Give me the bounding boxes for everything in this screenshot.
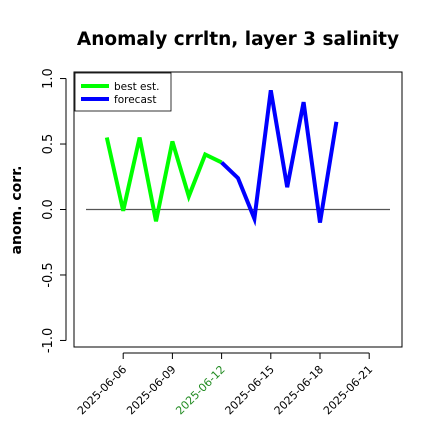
x-tick-label: 2025-06-21	[321, 363, 375, 417]
plot-frame	[73, 71, 403, 348]
series-layer	[104, 89, 339, 227]
y-axis: -1.0 -0.5 0.0 0.5 1.0	[41, 68, 67, 353]
y-tick-label: 0.0	[41, 199, 56, 220]
x-tick-label: 2025-06-12	[173, 363, 227, 417]
x-tick-label: 2025-06-18	[272, 363, 326, 417]
legend-box	[74, 72, 172, 112]
y-tick-label: 1.0	[41, 68, 56, 89]
legend-label: best est.	[114, 81, 159, 93]
x-tick-label: 2025-06-06	[75, 363, 129, 417]
x-tick-label: 2025-06-15	[223, 363, 277, 417]
legend-label: forecast	[114, 94, 156, 106]
y-tick-label: -1.0	[41, 328, 56, 353]
y-axis-label: anom. corr.	[9, 166, 25, 255]
y-tick-label: 0.5	[41, 134, 56, 155]
y-tick-label: -0.5	[41, 262, 56, 287]
legend: best est.forecast	[74, 72, 172, 112]
x-axis: 2025-06-062025-06-092025-06-122025-06-15…	[75, 352, 375, 417]
chart-title: Anomaly crrltn, layer 3 salinity	[77, 29, 399, 50]
series-line-best-est	[104, 137, 223, 222]
series-line-forecast	[220, 89, 339, 227]
x-tick-label: 2025-06-09	[124, 363, 178, 417]
